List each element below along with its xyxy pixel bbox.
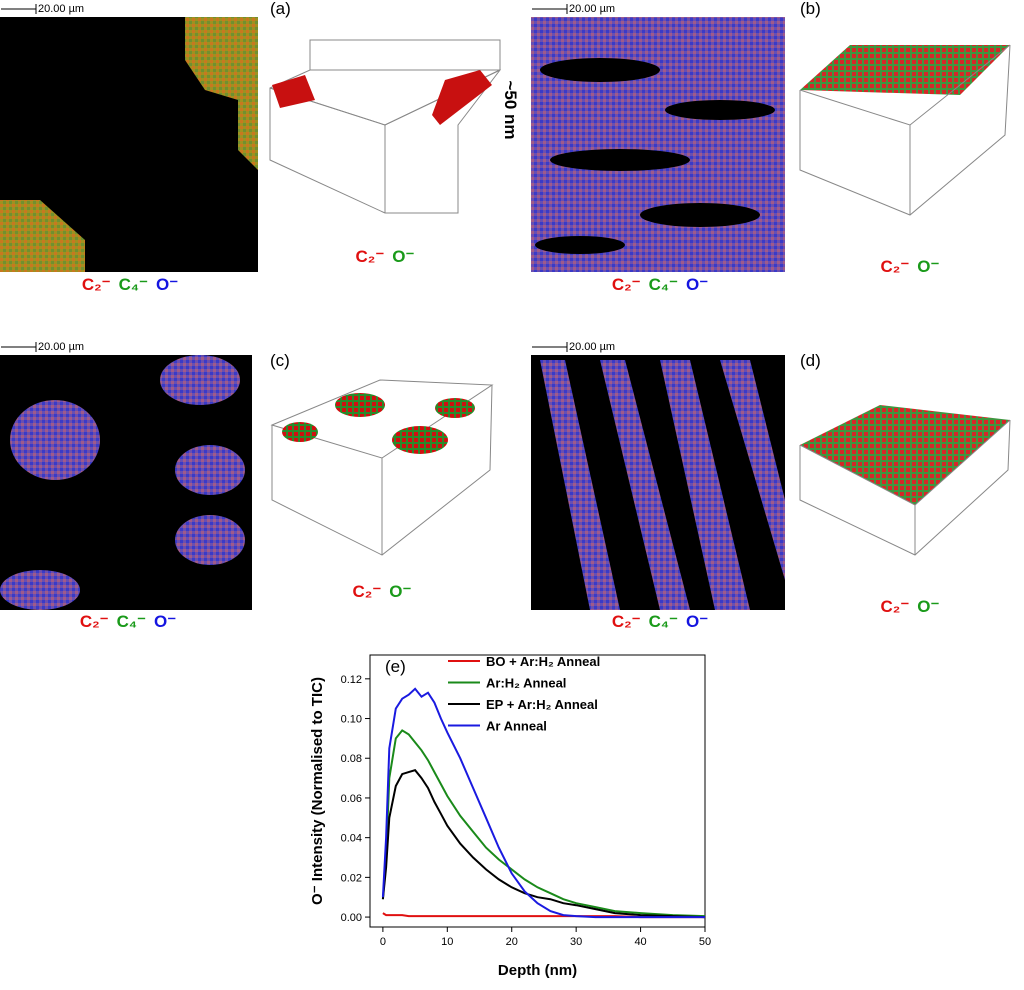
- x-tick-label: 40: [634, 936, 646, 948]
- ion-name: C₂⁻: [612, 275, 641, 294]
- chart: 0 10 20 30 40 50 0.00 0.02 0.04 0.06 0.08 0.10 0.12 D…: [309, 654, 711, 979]
- x-tick-label: 10: [441, 936, 453, 948]
- ion-region: [665, 100, 775, 120]
- depth-box: [799, 419, 1011, 556]
- depth-box-edge: [269, 39, 501, 213]
- scale-bar-label: 20.00 µm: [38, 341, 84, 353]
- scale-bar-label: 20.00 µm: [38, 3, 84, 15]
- ion-name: O⁻: [917, 597, 939, 616]
- series-line: [381, 769, 706, 919]
- ion-name: C₄⁻: [117, 612, 146, 631]
- y-tick-label: 0.00: [341, 912, 362, 924]
- panel-label: (e): [385, 657, 406, 676]
- y-tick-label: 0.02: [341, 872, 362, 884]
- x-tick-label: 0: [380, 936, 386, 948]
- panel-label: (b): [800, 0, 821, 18]
- ion-legend: C₂⁻ O⁻: [352, 582, 411, 601]
- ion-legend: C₂⁻ O⁻: [880, 257, 939, 276]
- ion-region: [175, 445, 245, 495]
- ion-stripes: [540, 360, 785, 610]
- ion-region: [185, 17, 258, 170]
- ion-name: O⁻: [156, 275, 178, 294]
- ion-name: C₄⁻: [119, 275, 148, 294]
- panel-label: (d): [800, 351, 821, 370]
- y-tick-label: 0.06: [341, 793, 362, 805]
- ion-region: [640, 203, 760, 227]
- panel-label: (c): [270, 351, 290, 370]
- series-line: [381, 729, 706, 918]
- depth-region: [392, 426, 448, 454]
- ion-name: C₂⁻: [352, 582, 381, 601]
- ion-region: [175, 515, 245, 565]
- depth-box: [269, 69, 502, 214]
- x-axis-label: Depth (nm): [498, 962, 577, 979]
- depth-region: [435, 398, 475, 418]
- ion-region: [0, 570, 80, 610]
- y-axis-label: O⁻ Intensity (Normalised to TIC): [309, 677, 326, 905]
- x-tick-label: 20: [506, 936, 518, 948]
- panel-d: [531, 355, 1011, 610]
- depth-region: [335, 393, 385, 417]
- ion-name: C₂⁻: [80, 612, 109, 631]
- depth-region: [282, 422, 318, 442]
- ion-region: [550, 149, 690, 171]
- panel-label: (a): [270, 0, 291, 18]
- ion-region: [535, 236, 625, 254]
- ion-legend: C₂⁻ O⁻: [355, 247, 414, 266]
- y-tick-label: 0.04: [341, 833, 362, 845]
- legend-label: Ar:H₂ Anneal: [486, 676, 566, 691]
- depth-region: [800, 405, 1010, 505]
- scale-bar-label: 20.00 µm: [569, 341, 615, 353]
- ion-name: C₄⁻: [649, 275, 678, 294]
- ion-name: O⁻: [686, 612, 708, 631]
- depth-label: ~50 nm: [501, 80, 520, 139]
- y-tick-label: 0.08: [341, 753, 362, 765]
- depth-region: [800, 45, 1010, 95]
- plot-frame: [369, 654, 706, 928]
- legend-label: EP + Ar:H₂ Anneal: [486, 697, 598, 712]
- ion-map: [531, 17, 785, 272]
- depth-region: [272, 75, 315, 108]
- panel-a: [0, 17, 502, 272]
- ion-legend: C₂⁻ C₄⁻ O⁻: [82, 275, 178, 294]
- ion-legend: C₂⁻ C₄⁻ O⁻: [80, 612, 176, 631]
- ion-name: C₄⁻: [649, 612, 678, 631]
- ion-region: [0, 200, 85, 272]
- x-tick-label: 30: [570, 936, 582, 948]
- ion-name: C₂⁻: [880, 597, 909, 616]
- depth-box: [270, 379, 494, 459]
- ion-name: C₂⁻: [612, 612, 641, 631]
- y-tick-label: 0.12: [341, 674, 362, 686]
- ion-name: O⁻: [392, 247, 414, 266]
- ion-name: C₂⁻: [880, 257, 909, 276]
- panel-c: [0, 355, 494, 610]
- depth-box: [799, 44, 1011, 216]
- ion-name: C₂⁻: [355, 247, 384, 266]
- ion-name: O⁻: [389, 582, 411, 601]
- legend-label: BO + Ar:H₂ Anneal: [486, 654, 600, 669]
- ion-name: C₂⁻: [82, 275, 111, 294]
- series-line: [381, 687, 705, 919]
- x-tick-label: 50: [699, 936, 711, 948]
- ion-region: [160, 355, 240, 405]
- panel-labels: 20.00 µm (a) C₂⁻ C₄⁻ O⁻ C₂⁻ O⁻ ~50 nm 20.00 µm (b…: [1, 0, 940, 631]
- depth-box-edge: [271, 384, 493, 556]
- ion-name: O⁻: [917, 257, 939, 276]
- ion-region: [540, 58, 660, 82]
- scale-bar-label: 20.00 µm: [569, 3, 615, 15]
- ion-legend: C₂⁻ O⁻: [880, 597, 939, 616]
- ion-legend: C₂⁻ C₄⁻ O⁻: [612, 612, 708, 631]
- ion-name: O⁻: [686, 275, 708, 294]
- ion-region: [10, 400, 100, 480]
- ion-legend: C₂⁻ C₄⁻ O⁻: [612, 275, 708, 294]
- panel-b: [531, 17, 1011, 272]
- legend-label: Ar Anneal: [486, 719, 547, 734]
- depth-region: [432, 70, 492, 125]
- y-tick-label: 0.10: [341, 714, 362, 726]
- ion-name: O⁻: [154, 612, 176, 631]
